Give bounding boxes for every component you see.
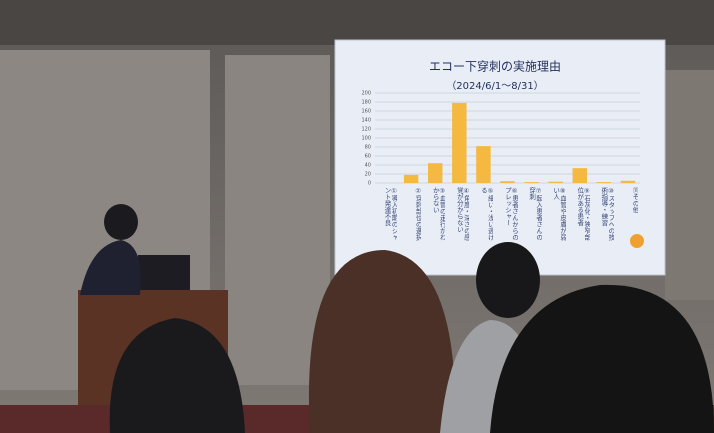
bar [620,180,636,183]
y-tick-label: 180 [361,100,371,106]
y-tick-label: 140 [361,118,371,124]
ceiling [0,0,714,45]
bar [428,163,443,183]
presenter-body [80,240,141,295]
bar [476,146,491,183]
bar [596,182,612,183]
x-tick-label: ⑧血管や皮膚が弱い人 [551,187,566,241]
x-tick-label: ⑩スタッフへの技術指導・練習 [599,187,614,241]
bar [524,182,539,183]
y-tick-label: 80 [365,145,371,151]
y-tick-label: 100 [361,136,371,142]
x-tick-label: ⑥患者さんからのプレッシャー [503,187,518,241]
x-tick-label: ①導入初期のシャント発達不良 [383,187,398,241]
audience-head [476,242,540,318]
screen [334,39,666,276]
bar [572,168,587,183]
y-tick-label: 40 [365,163,371,169]
presenter-head [104,204,138,240]
x-tick-label: ③血管の走行がわからない [431,187,446,241]
wall-panel [225,55,330,385]
bar [403,174,419,183]
x-tick-label: ⑤細い・浅い逃げる [479,187,494,241]
x-tick-label: ⑦転入患者さんの穿刺 [527,187,542,241]
bar [548,181,563,183]
audience-head [308,250,456,433]
chart-title: エコー下穿刺の実施理由 [429,59,561,74]
y-tick-label: 200 [361,91,371,97]
laptop [138,255,190,290]
chart-subtitle: （2024/6/1～8/31） [446,80,543,92]
audience-head [490,284,714,433]
audience-head [109,318,246,433]
y-tick-label: 0 [368,181,371,187]
y-tick-label: 120 [361,127,371,133]
bar [452,102,467,183]
wall-panel [665,70,714,300]
x-tick-label: ⑪その他 [630,187,638,213]
slide-icon [630,234,644,248]
x-tick-label: ④角度・深さの感覚が分からない [455,187,470,241]
y-tick-label: 60 [365,154,371,160]
y-tick-label: 20 [365,172,371,178]
y-tick-label: 160 [361,109,371,115]
x-tick-label: ②穿刺部位の選択 [414,187,422,241]
x-tick-label: ⑨石灰化・狭窄部位がある患者 [575,187,590,241]
bar [500,181,515,183]
